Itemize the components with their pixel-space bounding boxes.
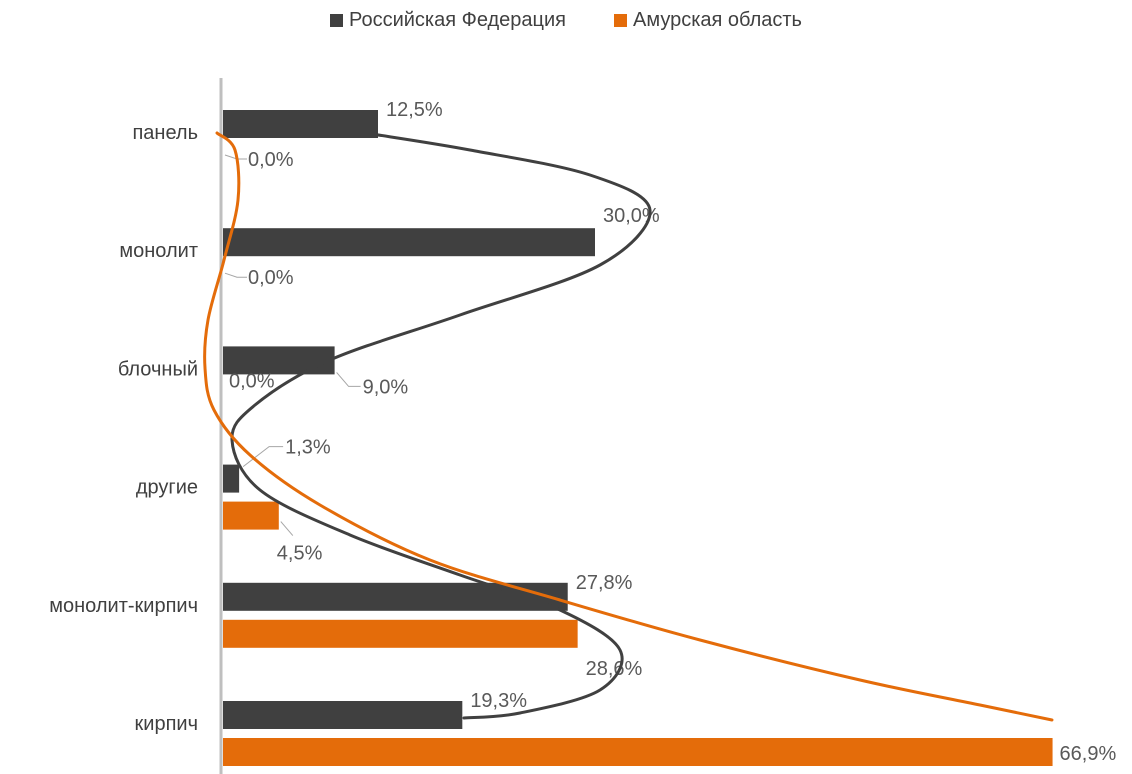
- data-label-amur: 0,0%: [248, 267, 294, 289]
- legend-label-amur: Амурская область: [633, 9, 802, 31]
- bar-amur: [223, 501, 279, 530]
- data-label-rf: 30,0%: [603, 205, 660, 227]
- leader-line-amur: [280, 521, 294, 536]
- bar-amur: [223, 738, 1053, 766]
- data-label-rf: 1,3%: [285, 437, 331, 459]
- data-label-rf: 12,5%: [386, 99, 443, 121]
- category-label: панель: [132, 122, 198, 144]
- data-label-amur: 66,9%: [1060, 743, 1117, 765]
- bar-rf: [223, 701, 463, 729]
- data-label-amur: 4,5%: [277, 543, 323, 565]
- data-label-amur: 0,0%: [248, 149, 294, 171]
- legend-swatch-amur: [614, 14, 628, 27]
- legend: Российская Федерация Амурская область: [0, 9, 1132, 32]
- legend-item-rf: Российская Федерация: [330, 9, 566, 32]
- data-label-rf: 27,8%: [576, 572, 633, 594]
- bar-rf: [223, 110, 378, 138]
- category-label: монолит: [119, 240, 198, 262]
- bar-rf: [223, 582, 568, 611]
- data-label-rf: 19,3%: [470, 690, 527, 712]
- leader-line-rf: [242, 446, 284, 467]
- category-label: блочный: [118, 358, 198, 380]
- category-label: монолит-кирпич: [49, 595, 198, 617]
- leader-line-rf: [336, 372, 361, 387]
- leader-line-amur: [224, 272, 247, 278]
- bar-amur: [223, 619, 578, 648]
- bar-rf: [223, 464, 240, 493]
- data-label-amur: 28,6%: [586, 658, 643, 680]
- data-label-rf: 9,0%: [363, 376, 409, 398]
- bar-rf: [223, 346, 335, 375]
- category-label: кирпич: [135, 713, 198, 735]
- category-label: другие: [136, 477, 198, 499]
- freehand-curve-rf: [230, 132, 652, 720]
- freehand-curve-amur: [203, 131, 1054, 722]
- legend-label-rf: Российская Федерация: [349, 9, 567, 31]
- data-label-amur: 0,0%: [229, 370, 275, 392]
- bar-rf: [223, 228, 595, 257]
- legend-item-amur: Амурская область: [614, 9, 802, 32]
- legend-swatch-rf: [330, 14, 343, 27]
